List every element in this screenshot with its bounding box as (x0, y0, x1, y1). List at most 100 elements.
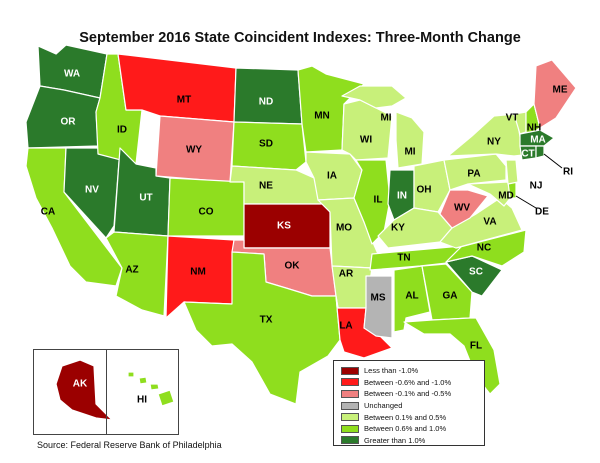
label-or: OR (61, 117, 77, 128)
legend-label: Between 0.1% and 0.5% (364, 412, 447, 422)
label-la: LA (339, 321, 352, 332)
state-mi2 (395, 111, 425, 169)
legend-label: Between -0.6% and -1.0% (364, 377, 452, 387)
label-ks: KS (277, 221, 291, 232)
state-hi-3 (149, 383, 160, 391)
state-hi-4 (157, 389, 175, 407)
label-md: MD (498, 191, 514, 202)
state-me (533, 59, 577, 129)
label-ia: IA (327, 171, 337, 182)
legend-item: Greater than 1.0% (341, 435, 484, 447)
state-ga (421, 263, 473, 321)
legend-swatch (341, 413, 359, 422)
label-ut: UT (139, 193, 152, 204)
state-hi-1 (127, 371, 135, 378)
label-ok: OK (285, 261, 301, 272)
label-ga: GA (443, 291, 458, 302)
label-in: IN (397, 191, 407, 202)
label-me: ME (553, 85, 568, 96)
label-tx: TX (260, 315, 273, 326)
label-mi-lower: MI (404, 147, 415, 158)
state-md (467, 181, 513, 207)
state-tn (369, 245, 463, 271)
label-ct: CT (521, 149, 534, 160)
label-al: AL (405, 291, 418, 302)
label-nh: NH (527, 123, 541, 134)
label-vt: VT (506, 113, 519, 124)
label-az: AZ (125, 265, 138, 276)
label-mi-upper: MI (380, 113, 391, 124)
label-fl: FL (470, 341, 482, 352)
legend-item: Between 0.6% and 1.0% (341, 423, 484, 435)
label-mt: MT (177, 95, 191, 106)
legend-item: Unchanged (341, 400, 484, 412)
label-ky: KY (391, 223, 405, 234)
label-ar: AR (339, 269, 354, 280)
legend-swatch (341, 424, 359, 433)
ri-callout-line (543, 153, 563, 169)
label-ri: RI (563, 167, 573, 178)
legend-label: Less than -1.0% (364, 366, 419, 376)
legend-swatch (341, 436, 359, 445)
state-ri (535, 145, 545, 159)
label-pa: PA (467, 169, 480, 180)
label-nv: NV (85, 185, 99, 196)
label-ne: NE (259, 181, 273, 192)
state-wv (439, 189, 489, 229)
state-hi-2 (138, 376, 148, 385)
label-ak: AK (73, 379, 88, 390)
label-sd: SD (259, 139, 273, 150)
legend-item: Between -0.6% and -1.0% (341, 377, 484, 389)
state-ne (229, 165, 323, 205)
label-mn: MN (314, 111, 330, 122)
label-tn: TN (397, 253, 410, 264)
label-hi: HI (137, 395, 147, 406)
label-nm: NM (190, 267, 206, 278)
label-nj: NJ (530, 181, 543, 192)
state-sd (231, 121, 307, 171)
legend-swatch (341, 366, 359, 375)
state-ak (55, 359, 113, 421)
legend-item: Between -0.1% and -0.5% (341, 388, 484, 400)
label-nd: ND (259, 97, 273, 108)
label-mo: MO (336, 223, 352, 234)
label-ny: NY (487, 137, 501, 148)
state-ma (519, 129, 555, 147)
inset-divider (106, 349, 107, 435)
label-sc: SC (469, 267, 483, 278)
label-va: VA (483, 217, 496, 228)
legend-label: Unchanged (364, 401, 403, 411)
state-ms (363, 275, 393, 339)
label-wa: WA (64, 69, 80, 80)
state-tx (183, 251, 341, 405)
label-co: CO (199, 207, 214, 218)
label-oh: OH (417, 185, 432, 196)
legend-swatch (341, 401, 359, 410)
label-nc: NC (477, 243, 491, 254)
state-nj (505, 159, 519, 185)
label-ma: MA (530, 135, 546, 146)
legend-label: Greater than 1.0% (364, 435, 426, 445)
label-ms: MS (371, 293, 386, 304)
state-nc (445, 229, 527, 267)
legend-label: Between -0.1% and -0.5% (364, 389, 452, 399)
label-wy: WY (186, 145, 202, 156)
legend-item: Between 0.1% and 0.5% (341, 411, 484, 423)
source-note: Source: Federal Reserve Bank of Philadel… (37, 440, 222, 450)
map-title: September 2016 State Coincident Indexes:… (79, 30, 521, 46)
state-wi (341, 99, 393, 161)
label-il: IL (374, 195, 383, 206)
label-wi: WI (360, 135, 372, 146)
label-ca: CA (41, 207, 55, 218)
legend-item: Less than -1.0% (341, 365, 484, 377)
legend-swatch (341, 378, 359, 387)
label-id: ID (117, 125, 127, 136)
legend-label: Between 0.6% and 1.0% (364, 424, 447, 434)
state-oh (413, 159, 451, 213)
label-de: DE (535, 207, 549, 218)
de-callout-line (515, 195, 537, 209)
legend: Less than -1.0% Between -0.6% and -1.0% … (333, 360, 485, 446)
state-mi (341, 85, 407, 109)
